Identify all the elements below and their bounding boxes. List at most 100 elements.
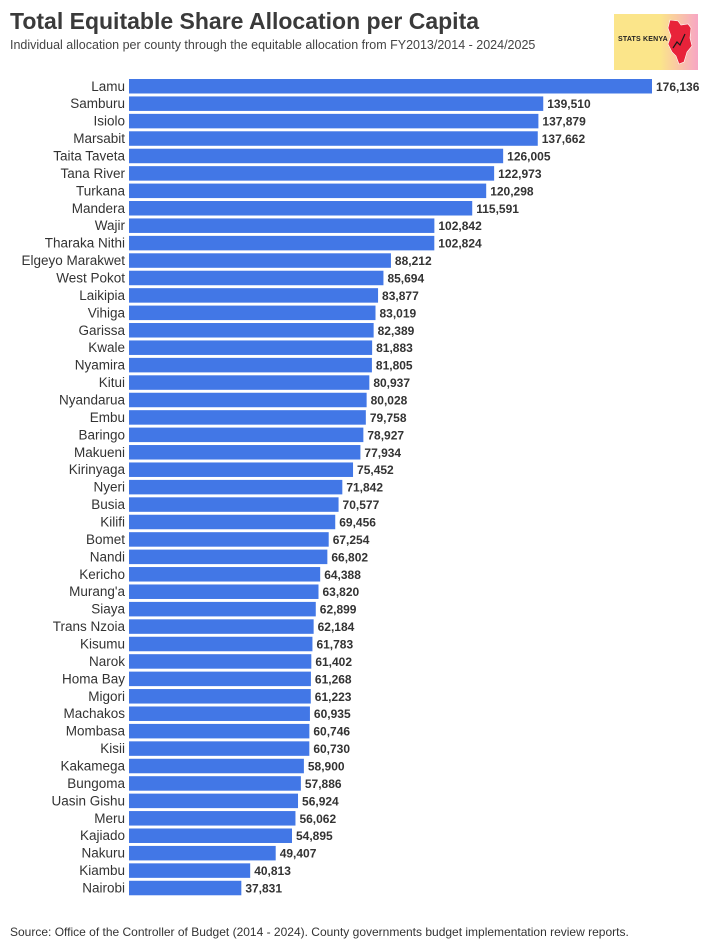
chart-subtitle: Individual allocation per county through…	[10, 38, 536, 52]
value-label-kwale: 81,883	[376, 341, 413, 355]
bar-nyamira	[129, 357, 372, 373]
value-label-lamu: 176,136	[656, 80, 700, 94]
bar-west-pokot	[129, 270, 384, 286]
value-label-nairobi: 37,831	[245, 882, 282, 896]
value-label-machakos: 60,935	[314, 707, 351, 721]
bar-turkana	[129, 183, 487, 199]
category-label-busia: Busia	[91, 497, 125, 512]
category-label-machakos: Machakos	[63, 706, 125, 721]
value-label-trans-nzoia: 62,184	[318, 620, 355, 634]
value-label-garissa: 82,389	[378, 324, 415, 338]
category-label-makueni: Makueni	[74, 445, 125, 460]
category-label-homa-bay: Homa Bay	[62, 671, 125, 686]
category-label-kwale: Kwale	[88, 340, 125, 355]
source-note: Source: Office of the Controller of Budg…	[10, 925, 629, 939]
category-label-mombasa: Mombasa	[66, 724, 126, 739]
value-label-meru: 56,062	[299, 812, 336, 826]
category-label-baringo: Baringo	[78, 427, 125, 442]
bar-tharaka-nithi	[129, 235, 435, 251]
category-label-nairobi: Nairobi	[82, 881, 125, 896]
category-label-nyeri: Nyeri	[93, 480, 125, 495]
value-label-marsabit: 137,662	[542, 132, 586, 146]
category-label-taita-taveta: Taita Taveta	[53, 148, 125, 163]
bar-vihiga	[129, 305, 376, 321]
category-label-mandera: Mandera	[72, 201, 126, 216]
value-label-siaya: 62,899	[320, 603, 357, 617]
stats-kenya-logo: STATS KENYA	[614, 14, 698, 70]
bar-wajir	[129, 218, 435, 233]
category-label-lamu: Lamu	[91, 79, 125, 94]
value-label-tana-river: 122,973	[498, 167, 542, 181]
category-label-kericho: Kericho	[79, 567, 125, 582]
bar-isiolo	[129, 113, 539, 129]
value-label-homa-bay: 61,268	[315, 672, 352, 686]
category-label-nyamira: Nyamira	[75, 358, 126, 373]
value-label-baringo: 78,927	[367, 428, 404, 442]
category-label-kisumu: Kisumu	[80, 637, 125, 652]
bar-kitui	[129, 375, 370, 390]
category-label-trans-nzoia: Trans Nzoia	[53, 619, 126, 634]
category-label-turkana: Turkana	[76, 183, 126, 198]
bar-kirinyaga	[129, 462, 354, 477]
bar-kiambu	[129, 863, 251, 878]
bar-busia	[129, 497, 339, 512]
value-label-taita-taveta: 126,005	[507, 149, 551, 163]
category-label-kajiado: Kajiado	[80, 828, 125, 843]
category-label-elgeyo-marakwet: Elgeyo Marakwet	[21, 253, 125, 268]
category-label-samburu: Samburu	[70, 96, 125, 111]
value-label-murang-a: 63,820	[323, 585, 360, 599]
bar-makueni	[129, 445, 361, 460]
value-label-samburu: 139,510	[547, 97, 591, 111]
value-label-kiambu: 40,813	[254, 864, 291, 878]
value-label-bomet: 67,254	[333, 533, 370, 547]
value-label-elgeyo-marakwet: 88,212	[395, 254, 432, 268]
bar-garissa	[129, 323, 374, 338]
value-label-turkana: 120,298	[490, 184, 534, 198]
value-label-nyeri: 71,842	[346, 481, 383, 495]
bar-taita-taveta	[129, 148, 504, 164]
value-label-mombasa: 60,746	[313, 725, 350, 739]
bar-uasin-gishu	[129, 793, 299, 809]
bar-kericho	[129, 567, 321, 582]
bar-baringo	[129, 427, 364, 443]
bar-nyeri	[129, 479, 343, 495]
value-label-kisumu: 61,783	[316, 638, 353, 652]
bar-bomet	[129, 532, 329, 547]
value-label-narok: 61,402	[315, 655, 352, 669]
category-label-nakuru: Nakuru	[81, 846, 125, 861]
value-label-kericho: 64,388	[324, 568, 361, 582]
category-label-bungoma: Bungoma	[67, 776, 125, 791]
category-label-bomet: Bomet	[86, 532, 125, 547]
bar-bungoma	[129, 776, 301, 791]
category-label-laikipia: Laikipia	[79, 288, 125, 303]
bar-laikipia	[129, 288, 379, 303]
category-label-vihiga: Vihiga	[88, 305, 126, 320]
value-label-tharaka-nithi: 102,824	[438, 237, 482, 251]
bar-marsabit	[129, 131, 538, 146]
category-label-kitui: Kitui	[99, 375, 125, 390]
value-label-bungoma: 57,886	[305, 777, 342, 791]
category-label-tana-river: Tana River	[60, 166, 125, 181]
bar-murang-a	[129, 584, 319, 599]
bar-lamu	[129, 79, 652, 94]
bar-mombasa	[129, 723, 310, 739]
bar-kakamega	[129, 758, 304, 774]
category-label-narok: Narok	[89, 654, 125, 669]
bar-nandi	[129, 549, 328, 565]
bar-nairobi	[129, 880, 242, 896]
value-label-west-pokot: 85,694	[387, 271, 424, 285]
category-label-kilifi: Kilifi	[100, 515, 125, 530]
value-label-kirinyaga: 75,452	[357, 463, 394, 477]
value-label-mandera: 115,591	[476, 202, 519, 216]
bar-kilifi	[129, 514, 336, 530]
category-label-marsabit: Marsabit	[73, 131, 125, 146]
bar-kisumu	[129, 636, 313, 652]
value-label-kilifi: 69,456	[339, 516, 376, 530]
bar-migori	[129, 689, 311, 704]
category-label-embu: Embu	[90, 410, 125, 425]
value-label-uasin-gishu: 56,924	[302, 794, 339, 808]
category-label-kisii: Kisii	[100, 741, 125, 756]
bar-meru	[129, 811, 296, 826]
category-label-kiambu: Kiambu	[79, 863, 125, 878]
category-label-isiolo: Isiolo	[93, 114, 125, 129]
